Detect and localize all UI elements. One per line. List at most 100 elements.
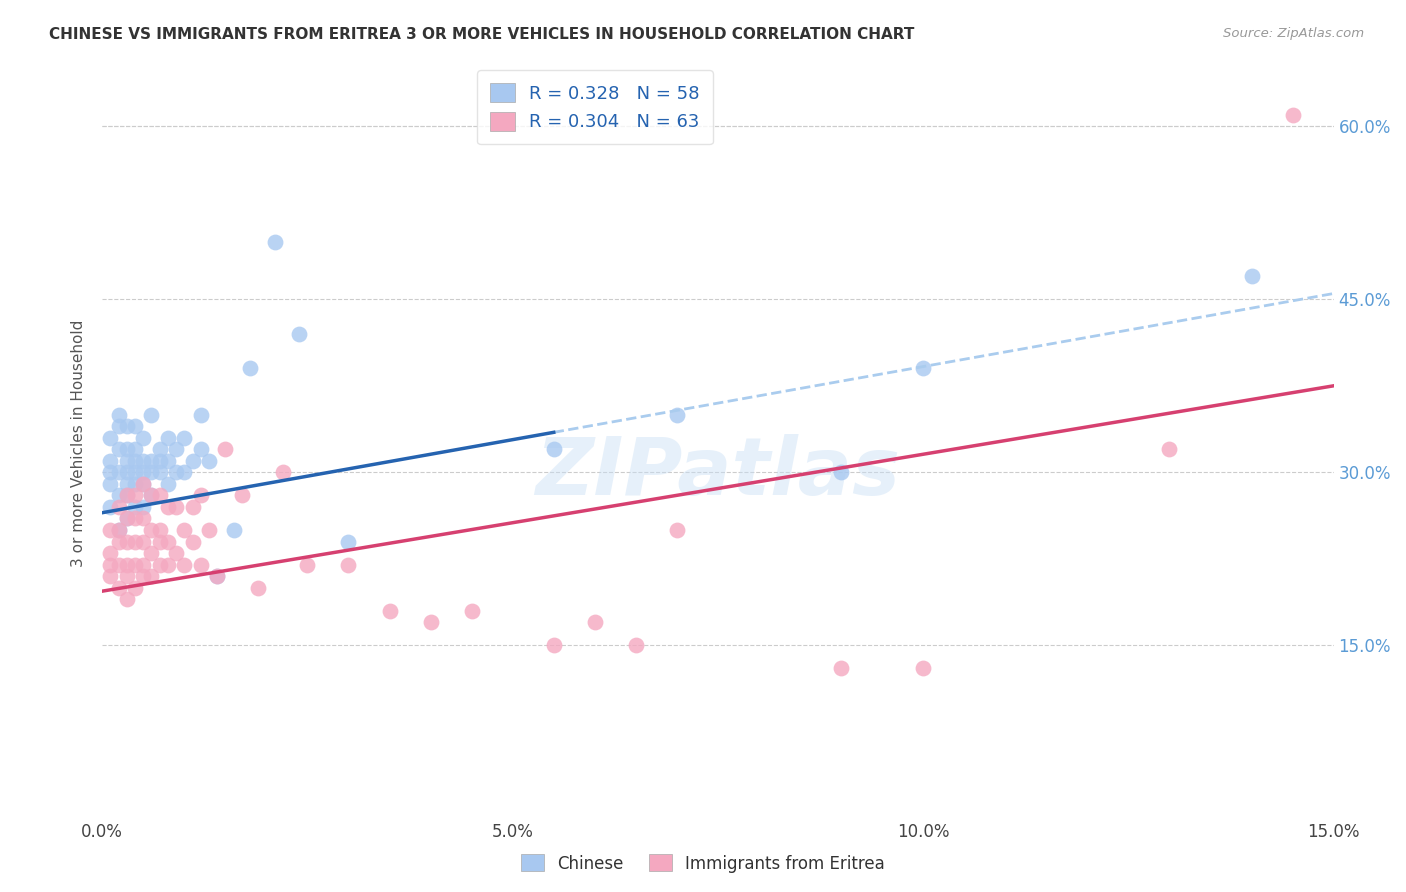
Point [665,523,688,537]
Point [214,442,236,457]
Point [165,500,187,514]
Point [107,488,129,502]
Point [107,419,129,434]
Point [198,454,221,468]
Point [107,523,129,537]
Point [100,454,122,468]
Point [263,235,285,249]
Point [115,488,138,502]
Point [181,454,204,468]
Point [149,488,172,502]
Point [124,466,146,480]
Point [100,500,122,514]
Text: Source: ZipAtlas.com: Source: ZipAtlas.com [1223,27,1364,40]
Point [124,419,146,434]
Point [912,661,935,675]
Point [156,558,179,572]
Point [124,454,146,468]
Point [132,476,155,491]
Point [124,476,146,491]
Point [115,419,138,434]
Point [190,408,212,422]
Point [100,523,122,537]
Point [149,523,172,537]
Point [115,454,138,468]
Point [624,639,647,653]
Point [165,546,187,560]
Point [460,604,482,618]
Text: CHINESE VS IMMIGRANTS FROM ERITREA 3 OR MORE VEHICLES IN HOUSEHOLD CORRELATION C: CHINESE VS IMMIGRANTS FROM ERITREA 3 OR … [49,27,914,42]
Point [1240,269,1263,284]
Point [115,511,138,525]
Point [100,569,122,583]
Point [149,534,172,549]
Point [198,523,221,537]
Point [115,558,138,572]
Point [239,361,262,376]
Point [132,476,155,491]
Point [124,534,146,549]
Point [124,442,146,457]
Point [149,466,172,480]
Point [100,558,122,572]
Point [543,639,565,653]
Point [297,558,319,572]
Point [190,442,212,457]
Point [543,442,565,457]
Point [271,466,294,480]
Point [100,431,122,445]
Point [165,442,187,457]
Point [141,408,163,422]
Point [156,534,179,549]
Point [124,558,146,572]
Point [830,661,852,675]
Text: ZIPatlas: ZIPatlas [536,434,900,513]
Point [141,454,163,468]
Point [190,488,212,502]
Point [132,454,155,468]
Point [165,466,187,480]
Point [141,523,163,537]
Point [107,408,129,422]
Point [115,476,138,491]
Y-axis label: 3 or more Vehicles in Household: 3 or more Vehicles in Household [72,320,86,567]
Point [132,534,155,549]
Point [100,466,122,480]
Point [173,558,195,572]
Point [107,442,129,457]
Point [115,488,138,502]
Point [247,581,270,595]
Point [205,569,228,583]
Point [100,476,122,491]
Point [337,534,360,549]
Point [132,500,155,514]
Point [107,466,129,480]
Point [107,581,129,595]
Point [190,558,212,572]
Point [149,442,172,457]
Legend: Chinese, Immigrants from Eritrea: Chinese, Immigrants from Eritrea [515,847,891,880]
Point [107,523,129,537]
Point [132,431,155,445]
Point [583,615,606,630]
Point [156,454,179,468]
Point [107,558,129,572]
Point [288,326,311,341]
Point [124,511,146,525]
Point [173,523,195,537]
Point [115,569,138,583]
Point [141,466,163,480]
Point [124,581,146,595]
Point [149,454,172,468]
Point [132,558,155,572]
Point [115,442,138,457]
Point [181,534,204,549]
Point [665,408,688,422]
Point [181,500,204,514]
Point [132,511,155,525]
Point [156,431,179,445]
Point [107,500,129,514]
Point [156,500,179,514]
Point [1159,442,1181,457]
Point [337,558,360,572]
